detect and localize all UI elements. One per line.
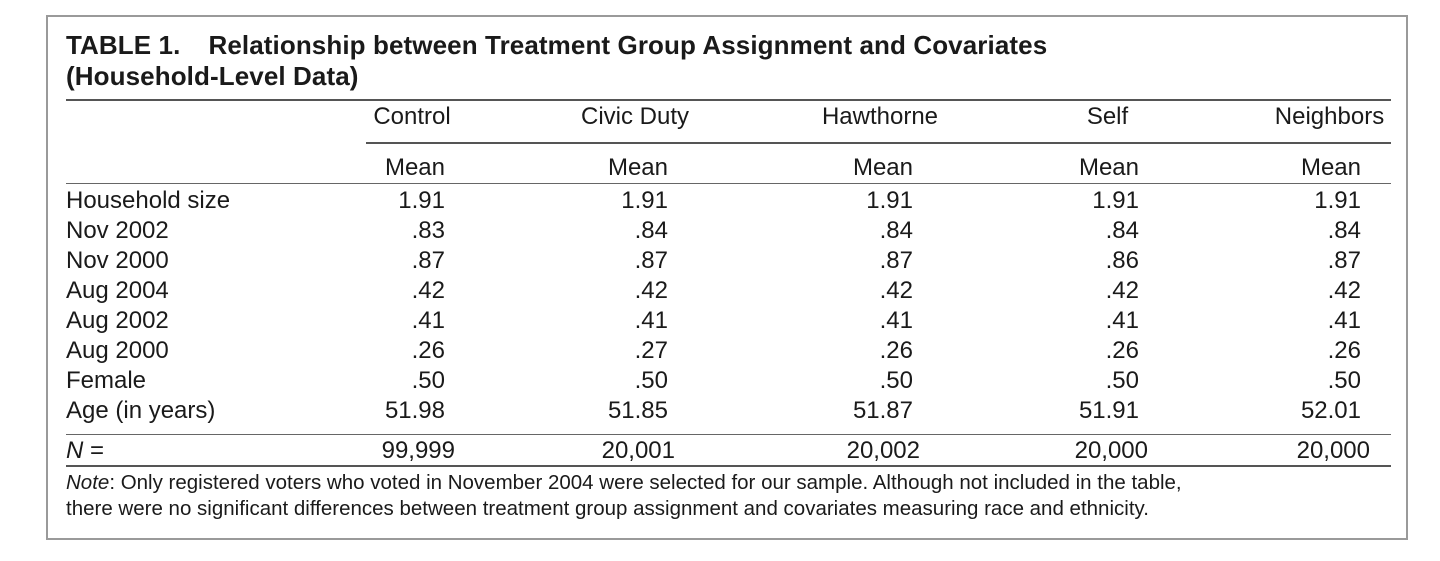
column-header-neighbors: Neighbors xyxy=(1274,103,1385,130)
cell-self: 1.91 xyxy=(1092,187,1139,214)
cell-control: .50 xyxy=(411,367,445,394)
cell-civic-duty: 1.91 xyxy=(621,187,668,214)
cell-control: .87 xyxy=(411,247,445,274)
cell-hawthorne: .84 xyxy=(879,217,913,244)
cell-control: .42 xyxy=(411,277,445,304)
n-value-self: 20,000 xyxy=(1074,437,1148,464)
row-label: Aug 2004 xyxy=(66,277,169,304)
cell-control: .26 xyxy=(411,337,445,364)
row-label: Female xyxy=(66,367,147,394)
cell-control: 1.91 xyxy=(398,187,445,214)
row-label: Aug 2000 xyxy=(66,337,169,364)
table-title-line2: (Household-Level Data) xyxy=(66,61,359,91)
cell-neighbors: .26 xyxy=(1327,337,1361,364)
table-frame xyxy=(46,15,1408,540)
cell-self: .50 xyxy=(1105,367,1139,394)
subheader-mean: Mean xyxy=(384,154,445,181)
note-line-2: there were no significant differences be… xyxy=(66,497,1149,520)
row-label: Nov 2000 xyxy=(66,247,169,274)
cell-hawthorne: 1.91 xyxy=(866,187,913,214)
cell-civic-duty: .42 xyxy=(634,277,668,304)
cell-neighbors: 1.91 xyxy=(1314,187,1361,214)
row-label: Age (in years) xyxy=(66,397,216,424)
cell-neighbors: .50 xyxy=(1327,367,1361,394)
subheader-mean: Mean xyxy=(852,154,913,181)
cell-civic-duty: .41 xyxy=(634,307,668,334)
n-value-civic-duty: 20,001 xyxy=(601,437,675,464)
n-row-label: N = xyxy=(66,437,105,464)
table-title-text: Relationship between Treatment Group Ass… xyxy=(208,30,1048,60)
cell-self: .84 xyxy=(1105,217,1139,244)
column-header-civic-duty: Civic Duty xyxy=(580,103,689,130)
row-label: Aug 2002 xyxy=(66,307,169,334)
cell-control: .83 xyxy=(411,217,445,244)
cell-self: 51.91 xyxy=(1078,397,1139,424)
cell-hawthorne: 51.87 xyxy=(852,397,913,424)
subheader-mean: Mean xyxy=(1078,154,1139,181)
cell-self: .26 xyxy=(1105,337,1139,364)
cell-civic-duty: 51.85 xyxy=(607,397,668,424)
cell-neighbors: 52.01 xyxy=(1300,397,1361,424)
cell-neighbors: .84 xyxy=(1327,217,1361,244)
cell-civic-duty: .84 xyxy=(634,217,668,244)
header-subrule xyxy=(366,142,1391,144)
cell-neighbors: .87 xyxy=(1327,247,1361,274)
subheader-mean: Mean xyxy=(1300,154,1361,181)
column-header-hawthorne: Hawthorne xyxy=(821,103,939,130)
cell-hawthorne: .42 xyxy=(879,277,913,304)
column-header-self: Self xyxy=(1086,103,1129,130)
header-bottom-rule xyxy=(66,183,1391,184)
table-note: Note: Only registered voters who voted i… xyxy=(66,470,1396,522)
row-label: Household size xyxy=(66,187,231,214)
table-title: TABLE 1. Relationship between Treatment G… xyxy=(66,30,1047,92)
n-value-neighbors: 20,000 xyxy=(1296,437,1370,464)
column-header-control: Control xyxy=(373,103,451,130)
cell-hawthorne: .41 xyxy=(879,307,913,334)
note-line-1: : Only registered voters who voted in No… xyxy=(109,471,1182,494)
row-label: Nov 2002 xyxy=(66,217,169,244)
cell-civic-duty: .27 xyxy=(634,337,668,364)
cell-neighbors: .41 xyxy=(1327,307,1361,334)
top-rule xyxy=(66,99,1391,101)
bottom-rule xyxy=(66,465,1391,467)
cell-control: 51.98 xyxy=(384,397,445,424)
pre-n-rule xyxy=(66,434,1391,435)
note-label: Note xyxy=(66,471,110,494)
cell-self: .86 xyxy=(1105,247,1139,274)
cell-hawthorne: .26 xyxy=(879,337,913,364)
cell-hawthorne: .87 xyxy=(879,247,913,274)
subheader-mean: Mean xyxy=(607,154,668,181)
cell-hawthorne: .50 xyxy=(879,367,913,394)
cell-self: .41 xyxy=(1105,307,1139,334)
cell-control: .41 xyxy=(411,307,445,334)
cell-civic-duty: .50 xyxy=(634,367,668,394)
cell-neighbors: .42 xyxy=(1327,277,1361,304)
cell-self: .42 xyxy=(1105,277,1139,304)
table-number: TABLE 1. xyxy=(66,30,181,60)
cell-civic-duty: .87 xyxy=(634,247,668,274)
n-value-hawthorne: 20,002 xyxy=(846,437,920,464)
n-value-control: 99,999 xyxy=(381,437,455,464)
